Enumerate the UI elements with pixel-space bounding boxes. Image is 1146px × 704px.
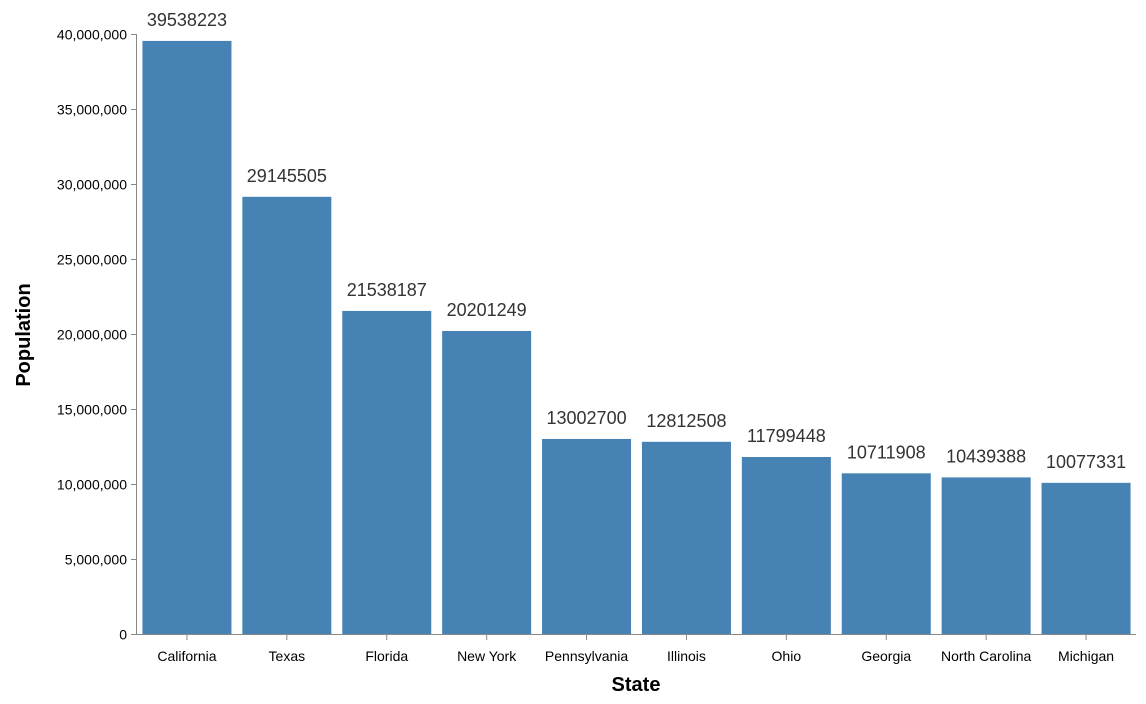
x-tick-label-texas: Texas [269, 648, 306, 664]
data-labels-group: 39538223 29145505 21538187 20201249 13002700… [147, 10, 1126, 472]
x-tick-label-georgia: Georgia [861, 648, 911, 664]
x-tick-label-florida: Florida [365, 648, 408, 664]
x-tick-label-illinois: Illinois [667, 648, 706, 664]
data-label-pennsylvania: 13002700 [547, 408, 627, 428]
y-axis-title: Population [13, 283, 35, 386]
x-axis-title: State [612, 674, 661, 696]
y-tick-label: 30,000,000 [57, 177, 127, 193]
y-tick-label: 0 [119, 627, 127, 643]
bar-florida [342, 310, 432, 634]
y-tick-label: 20,000,000 [57, 327, 127, 343]
bar-ohio [741, 457, 831, 634]
bar-north-carolina [941, 477, 1031, 634]
x-tick-label-california: California [157, 648, 216, 664]
y-tick-label: 5,000,000 [65, 552, 127, 568]
bars-group [142, 40, 1131, 635]
data-label-illinois: 12812508 [646, 411, 726, 431]
bar-illinois [641, 441, 731, 634]
y-axis: 0 5,000,000 10,000,000 15,000,000 20,000,000… [57, 27, 137, 643]
x-tick-label-ohio: Ohio [772, 648, 802, 664]
x-axis: California Texas Florida New York Pennsylvan… [136, 634, 1136, 664]
data-label-georgia: 10711908 [847, 442, 926, 462]
y-tick-label: 40,000,000 [57, 27, 127, 43]
bar-new-york [442, 330, 532, 634]
data-label-california: 39538223 [147, 10, 227, 30]
bar-michigan [1041, 482, 1131, 634]
x-tick-label-michigan: Michigan [1058, 648, 1114, 664]
bar-california [142, 40, 232, 635]
data-label-michigan: 10077331 [1046, 452, 1126, 472]
data-label-florida: 21538187 [347, 280, 427, 300]
bar-georgia [841, 473, 931, 634]
bar-texas [242, 196, 332, 634]
data-label-north-carolina: 10439388 [946, 446, 1026, 466]
data-label-new-york: 20201249 [447, 300, 527, 320]
bar-pennsylvania [542, 438, 632, 634]
x-tick-label-pennsylvania: Pennsylvania [545, 648, 628, 664]
data-label-texas: 29145505 [247, 166, 327, 186]
x-tick-label-new-york: New York [457, 648, 517, 664]
x-tick-label-north-carolina: North Carolina [941, 648, 1031, 664]
y-tick-label: 25,000,000 [57, 252, 127, 268]
data-label-ohio: 11799448 [747, 426, 826, 446]
y-tick-label: 10,000,000 [57, 477, 127, 493]
y-tick-label: 35,000,000 [57, 102, 127, 118]
y-tick-label: 15,000,000 [57, 402, 127, 418]
